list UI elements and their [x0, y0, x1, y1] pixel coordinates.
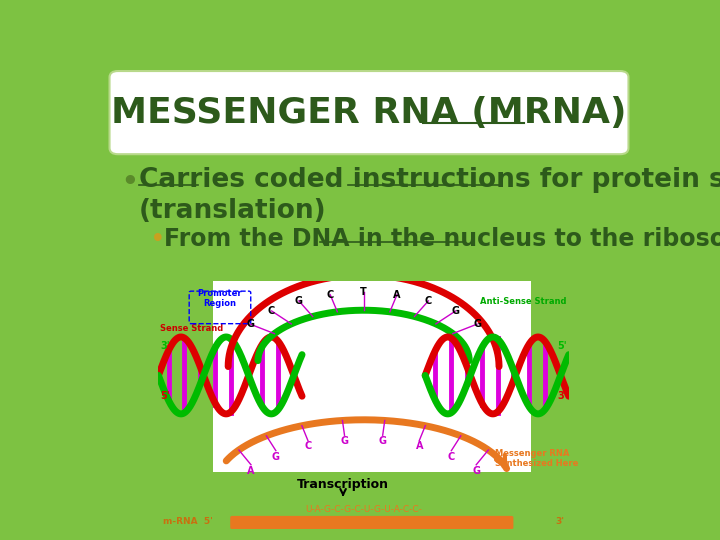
Text: Promoter
Region: Promoter Region — [198, 289, 242, 308]
Text: Transcription: Transcription — [297, 478, 389, 491]
Text: •: • — [121, 167, 140, 198]
Text: 5': 5' — [557, 341, 567, 351]
Text: Sense Strand: Sense Strand — [161, 323, 224, 333]
Text: T: T — [360, 287, 367, 298]
Text: C: C — [305, 441, 312, 451]
Text: G: G — [272, 451, 280, 462]
Text: 5': 5' — [161, 391, 170, 401]
Text: m-RNA  5': m-RNA 5' — [163, 517, 212, 526]
Text: 3': 3' — [557, 391, 567, 401]
Text: G: G — [246, 319, 254, 329]
Text: Carries coded instructions for protein synthesis: Carries coded instructions for protein s… — [139, 167, 720, 193]
Text: G: G — [379, 436, 387, 446]
Text: A: A — [393, 289, 401, 300]
Text: G: G — [451, 306, 459, 316]
Text: C: C — [268, 306, 275, 316]
Text: •: • — [150, 227, 166, 253]
Text: Messenger RNA
Synthesized Here: Messenger RNA Synthesized Here — [495, 449, 578, 468]
Text: G: G — [473, 319, 481, 329]
Text: C: C — [327, 289, 334, 300]
Text: G: G — [472, 465, 480, 476]
Text: MESSENGER RNA (MRNA): MESSENGER RNA (MRNA) — [112, 96, 626, 130]
FancyBboxPatch shape — [109, 71, 629, 154]
FancyBboxPatch shape — [213, 281, 531, 472]
Text: Anti-Sense Strand: Anti-Sense Strand — [480, 297, 567, 306]
Text: From the DNA in the nucleus to the ribosome: From the DNA in the nucleus to the ribos… — [163, 227, 720, 251]
Text: C: C — [425, 296, 432, 306]
Text: (translation): (translation) — [139, 198, 327, 224]
Text: 3': 3' — [556, 517, 564, 526]
Text: A: A — [415, 441, 423, 451]
Text: C: C — [448, 451, 455, 462]
Text: A: A — [247, 465, 255, 476]
FancyBboxPatch shape — [230, 516, 513, 529]
Text: G: G — [341, 436, 348, 446]
Text: 3': 3' — [161, 341, 170, 351]
Text: U-A-G-C-G-C-U-G-U-A-C-C-: U-A-G-C-G-C-U-G-U-A-C-C- — [305, 505, 422, 515]
Text: G: G — [295, 296, 303, 306]
